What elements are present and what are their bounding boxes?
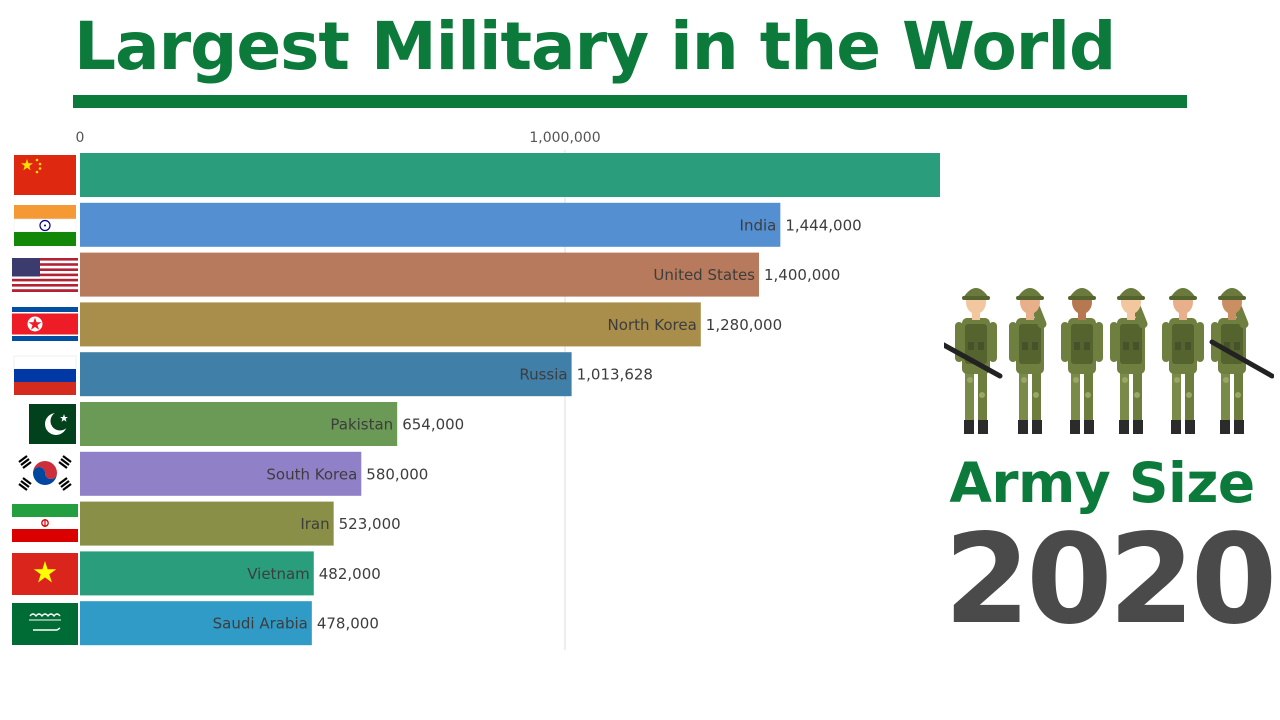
- bar-category-label: Saudi Arabia: [213, 615, 308, 633]
- bar: [80, 551, 314, 596]
- pakistan-flag-icon: [29, 404, 76, 444]
- iran-flag-icon: [12, 504, 78, 542]
- bar: [80, 202, 781, 247]
- bar: [80, 601, 312, 646]
- bar-value-label: 1,013,628: [577, 366, 653, 384]
- x-tick-label: 0: [76, 130, 85, 146]
- bar-value-label: 1,400,000: [764, 266, 840, 284]
- page-title: Largest Military in the World: [74, 8, 1116, 85]
- north-korea-flag-icon: [12, 307, 78, 341]
- bar-chart: 01,000,0002,000,000 China2,183,000India1…: [12, 130, 940, 650]
- china-flag-icon: [14, 155, 76, 195]
- bar-category-label: Pakistan: [330, 416, 393, 434]
- x-tick-label: 1,000,000: [529, 130, 600, 146]
- soldier-icon: [1110, 288, 1148, 434]
- bar: [80, 451, 362, 496]
- bar: [80, 153, 940, 197]
- flags: [12, 155, 78, 645]
- soldier-icon: [1061, 288, 1103, 434]
- bar: [80, 252, 759, 297]
- soldiers-illustration: [944, 288, 1274, 434]
- bar-category-label: India: [740, 216, 777, 234]
- axis-tick-labels: 01,000,0002,000,000: [76, 130, 601, 146]
- bar-value-label: 580,000: [366, 465, 428, 483]
- subtitle: Army Size: [949, 451, 1255, 515]
- bar: [80, 302, 701, 347]
- soldier-icon: [1162, 288, 1204, 434]
- bar-value-label: 478,000: [317, 615, 379, 633]
- bar-value-label: 482,000: [319, 565, 381, 583]
- year-label: 2020: [944, 508, 1277, 652]
- bar: [80, 352, 572, 397]
- usa-flag-icon: [12, 258, 78, 292]
- vietnam-flag-icon: [12, 553, 78, 595]
- india-flag-icon: [13, 205, 77, 246]
- bar-category-label: United States: [653, 266, 755, 284]
- title-underline: [73, 95, 1187, 108]
- bar-value-label: 523,000: [339, 515, 401, 533]
- russia-flag-icon: [13, 355, 77, 395]
- bar: [80, 402, 398, 446]
- bar-value-label: 1,280,000: [706, 316, 782, 334]
- bar: [80, 501, 334, 546]
- bar-category-label: North Korea: [608, 316, 697, 334]
- bar-value-label: 654,000: [402, 416, 464, 434]
- bar-category-label: Iran: [300, 515, 329, 533]
- bar-category-label: Vietnam: [247, 565, 310, 583]
- south-korea-flag-icon: [14, 452, 76, 494]
- bar-value-label: 1,444,000: [785, 216, 861, 234]
- rifle-icon: [944, 342, 1003, 379]
- soldier-icon: [955, 288, 997, 434]
- soldier-icon: [1009, 288, 1047, 434]
- bar-category-label: Russia: [519, 366, 567, 384]
- rifle-icon: [1209, 339, 1274, 379]
- bar-category-label: South Korea: [266, 465, 357, 483]
- saudi-arabia-flag-icon: [12, 603, 78, 645]
